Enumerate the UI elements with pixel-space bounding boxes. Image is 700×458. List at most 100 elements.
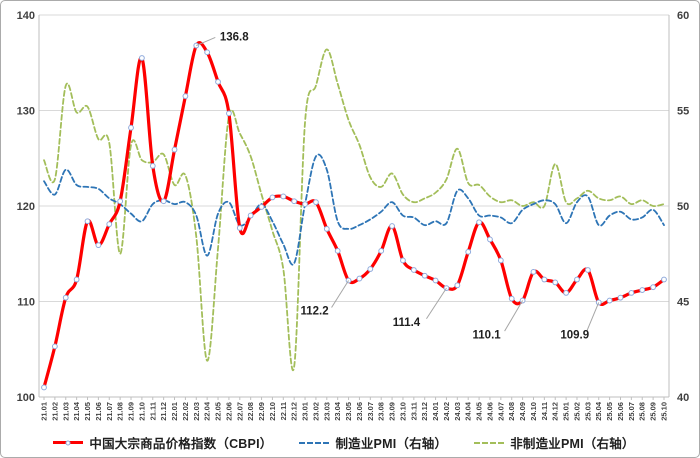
legend-item-cbpi: 中国大宗商品价格指数（CBPI）	[53, 433, 272, 452]
data-point-marker	[95, 242, 102, 249]
y-tick-right: 50	[677, 201, 689, 213]
x-tick-label: 24.05	[475, 402, 484, 421]
x-tick-label: 21.07	[105, 402, 114, 421]
x-tick-label: 22.03	[192, 402, 201, 421]
data-point-marker	[182, 93, 189, 100]
data-point-marker	[204, 49, 211, 56]
legend-label-mfg-pmi: 制造业PMI（右轴）	[335, 437, 448, 451]
data-point-marker	[628, 290, 635, 296]
x-tick-label: 25.02	[572, 402, 581, 421]
x-tick-label: 25.07	[627, 402, 636, 421]
annotation-value: 136.8	[220, 32, 249, 44]
data-point-marker	[128, 124, 134, 131]
x-tick-label: 23.11	[409, 402, 418, 420]
annotation-value: 112.2	[300, 305, 328, 317]
y-tick-left: 140	[17, 10, 35, 22]
data-point-marker	[367, 266, 374, 272]
legend-label-cbpi: 中国大宗商品价格指数（CBPI）	[89, 437, 273, 451]
data-point-marker	[149, 162, 156, 169]
x-tick-label: 24.10	[529, 402, 538, 421]
x-tick-label: 21.08	[116, 402, 125, 421]
data-point-marker	[552, 279, 559, 286]
data-point-marker	[650, 284, 657, 291]
data-point-marker	[84, 218, 91, 225]
annotation-value: 109.9	[560, 329, 589, 341]
x-tick-label: 23.10	[398, 402, 407, 421]
y-tick-right: 60	[677, 10, 689, 22]
x-tick-label: 23.05	[344, 402, 353, 421]
series-nonmfg-pmi	[43, 48, 665, 371]
data-point-marker	[313, 199, 319, 206]
x-tick-label: 22.07	[235, 402, 244, 421]
data-point-marker	[465, 248, 472, 255]
legend-dash-swatch-nonmfg-pmi	[474, 441, 505, 444]
x-tick-label: 21.09	[127, 402, 136, 421]
x-tick-label: 25.08	[638, 402, 647, 421]
x-tick-label: 24.01	[431, 402, 440, 421]
annotation-136.8: 136.8	[196, 32, 249, 47]
x-tick-label: 22.10	[268, 402, 277, 421]
x-tick-label: 21.02	[50, 402, 59, 421]
y-tick-left: 110	[17, 297, 35, 309]
y-axis-labels-right: 40 45 50 55 60	[677, 10, 689, 404]
x-tick-label: 24.04	[464, 401, 473, 421]
y-tick-right: 45	[677, 297, 689, 309]
x-tick-label: 21.04	[72, 401, 81, 421]
y-tick-left: 120	[17, 201, 35, 213]
data-point-marker	[258, 204, 265, 210]
data-point-marker	[62, 294, 69, 301]
series-mfg-pmi	[43, 153, 665, 266]
data-point-marker	[508, 295, 515, 302]
data-point-marker	[171, 146, 178, 153]
data-point-marker	[389, 223, 395, 229]
annotation-109.9: 109.9	[560, 302, 600, 341]
y-tick-left: 100	[17, 392, 35, 404]
data-point-marker	[421, 272, 428, 279]
x-tick-label: 23.09	[388, 402, 397, 421]
data-point-marker	[574, 276, 580, 283]
x-tick-label: 23.08	[377, 402, 386, 421]
data-point-marker	[226, 110, 232, 117]
data-point-marker	[236, 225, 243, 231]
x-tick-label: 23.04	[333, 401, 342, 421]
x-tick-label: 23.06	[355, 402, 364, 421]
data-point-marker	[378, 247, 385, 254]
x-tick-label: 24.03	[453, 402, 462, 421]
y-tick-right: 55	[677, 106, 689, 118]
x-tick-label: 23.07	[366, 402, 375, 421]
data-point-marker	[606, 297, 613, 304]
legend-line-swatch-cbpi	[53, 440, 84, 445]
annotation-112.2: 112.2	[300, 280, 349, 317]
data-point-marker	[41, 384, 47, 391]
x-tick-label: 22.05	[214, 402, 223, 421]
x-tick-label: 22.12	[290, 402, 299, 421]
data-point-marker	[215, 78, 221, 85]
data-point-marker	[247, 212, 254, 219]
data-point-marker	[280, 193, 287, 200]
data-point-marker	[639, 287, 646, 293]
data-point-marker	[323, 226, 330, 232]
annotation-111.4: 111.4	[393, 287, 447, 329]
x-tick-label: 22.01	[170, 402, 179, 421]
data-point-marker	[400, 257, 406, 264]
x-axis-labels: 21.01 21.02 21.03 21.04 21.05 21.06 21.07 21.08…	[40, 401, 669, 421]
data-point-marker	[117, 198, 124, 205]
data-point-marker	[530, 268, 537, 275]
data-point-marker	[661, 276, 667, 283]
data-point-marker	[541, 276, 548, 283]
y-axis-labels-left: 100 110 120 130 140	[17, 10, 35, 404]
data-point-marker	[487, 236, 493, 243]
x-tick-label: 22.06	[224, 402, 233, 421]
x-tick-label: 22.09	[257, 402, 266, 421]
data-point-marker	[584, 267, 591, 273]
x-tick-label: 21.11	[148, 402, 157, 420]
x-tick-label: 24.11	[540, 402, 549, 420]
annotation-110.1: 110.1	[473, 300, 524, 342]
legend-dash-swatch-mfg-pmi	[299, 441, 330, 444]
x-tick-label: 24.06	[485, 402, 494, 421]
x-tick-label: 23.02	[311, 402, 320, 421]
x-tick-label: 24.08	[507, 402, 516, 421]
x-tick-label: 24.07	[496, 402, 505, 421]
data-point-marker	[617, 294, 624, 301]
